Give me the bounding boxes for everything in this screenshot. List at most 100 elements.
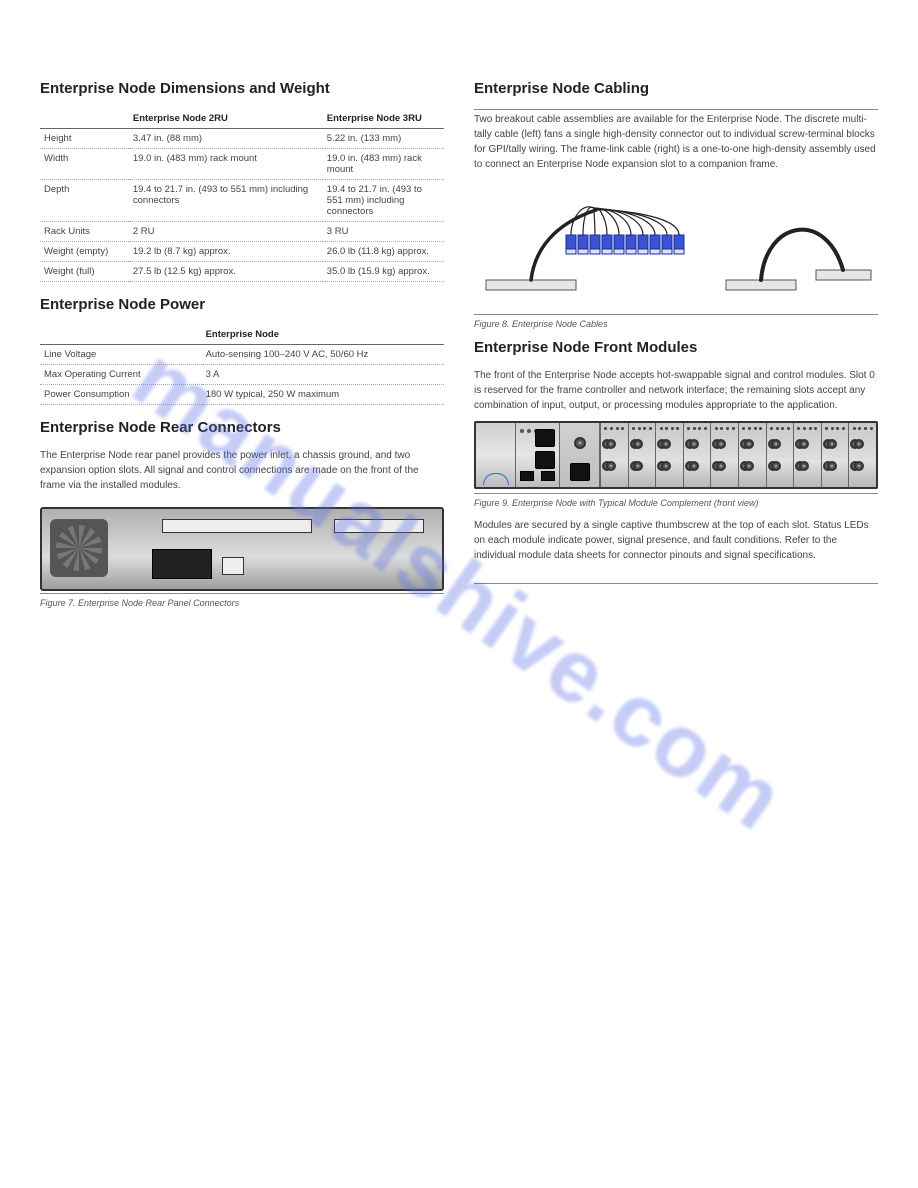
- cell: 19.2 lb (8.7 kg) approx.: [129, 242, 323, 262]
- ethernet-port-icon: [535, 429, 555, 447]
- serial-port-icon: [520, 471, 534, 481]
- col-node: Enterprise Node: [202, 325, 444, 345]
- power-table: Enterprise Node Line VoltageAuto-sensing…: [40, 325, 444, 405]
- table-row: Power Consumption180 W typical, 250 W ma…: [40, 385, 444, 405]
- module-leds-icon: [769, 427, 792, 430]
- table-row: Depth19.4 to 21.7 in. (493 to 551 mm) in…: [40, 180, 444, 222]
- bnc-icon: [744, 461, 754, 471]
- front-modules-title: Enterprise Node Front Modules: [474, 339, 878, 356]
- module-leds-icon: [741, 427, 764, 430]
- table-head-row: Enterprise Node 2RU Enterprise Node 3RU: [40, 109, 444, 129]
- bnc-icon: [854, 439, 864, 449]
- figure-rule: [474, 493, 878, 494]
- io-module: [793, 423, 821, 487]
- module-leds-icon: [658, 427, 681, 430]
- io-module: [600, 423, 628, 487]
- cell: 19.0 in. (483 mm) rack mount: [323, 149, 444, 180]
- io-module: [766, 423, 794, 487]
- io-module: [710, 423, 738, 487]
- figure-rule: [40, 593, 444, 594]
- io-module: [683, 423, 711, 487]
- cell: 19.0 in. (483 mm) rack mount: [129, 149, 323, 180]
- module-leds-icon: [824, 427, 847, 430]
- bnc-icon: [689, 461, 699, 471]
- cell: 26.0 lb (11.8 kg) approx.: [323, 242, 444, 262]
- bnc-icon: [716, 461, 726, 471]
- col-blank: [40, 109, 129, 129]
- cell: Max Operating Current: [40, 365, 202, 385]
- left-column: Enterprise Node Dimensions and Weight En…: [40, 80, 444, 618]
- bnc-icon: [744, 439, 754, 449]
- bnc-icon: [771, 461, 781, 471]
- module-leds-icon: [851, 427, 874, 430]
- cell: Line Voltage: [40, 345, 202, 365]
- right-column: Enterprise Node Cabling Two breakout cab…: [474, 80, 878, 618]
- figure-front-panel: [474, 421, 878, 489]
- cell: 180 W typical, 250 W maximum: [202, 385, 444, 405]
- bnc-icon: [799, 439, 809, 449]
- col-3ru: Enterprise Node 3RU: [323, 109, 444, 129]
- rule: [474, 109, 878, 110]
- fig1-caption: Figure 7. Enterprise Node Rear Panel Con…: [40, 598, 444, 608]
- bnc-icon: [633, 461, 643, 471]
- bnc-icon: [574, 437, 586, 449]
- usb-port-icon: [541, 471, 555, 481]
- dimension-table: Enterprise Node 2RU Enterprise Node 3RU …: [40, 109, 444, 282]
- cell: 35.0 lb (15.9 kg) approx.: [323, 262, 444, 282]
- rear-conn-title: Enterprise Node Rear Connectors: [40, 419, 444, 436]
- col-blank: [40, 325, 202, 345]
- cell: 3 A: [202, 365, 444, 385]
- module-leds-icon: [796, 427, 819, 430]
- module-leds-icon: [603, 427, 626, 430]
- table-row: Line VoltageAuto-sensing 100–240 V AC, 5…: [40, 345, 444, 365]
- io-module: [848, 423, 876, 487]
- bnc-icon: [771, 439, 781, 449]
- bnc-icon: [827, 439, 837, 449]
- table-row: Max Operating Current3 A: [40, 365, 444, 385]
- power-title: Enterprise Node Power: [40, 296, 444, 313]
- bnc-icon: [633, 439, 643, 449]
- cell: 19.4 to 21.7 in. (493 to 551 mm) includi…: [129, 180, 323, 222]
- bnc-icon: [689, 439, 699, 449]
- cell: Height: [40, 129, 129, 149]
- module-leds-icon: [713, 427, 736, 430]
- bnc-icon: [661, 461, 671, 471]
- figure-cables: [474, 180, 878, 310]
- fig2-caption: Figure 8. Enterprise Node Cables: [474, 319, 878, 329]
- table-row: Weight (empty)19.2 lb (8.7 kg) approx.26…: [40, 242, 444, 262]
- front-modules-para: The front of the Enterprise Node accepts…: [474, 368, 878, 413]
- cell: Weight (full): [40, 262, 129, 282]
- bnc-icon: [799, 461, 809, 471]
- ethernet-port-icon: [535, 451, 555, 469]
- bnc-icon: [716, 439, 726, 449]
- cables-svg: [474, 180, 878, 310]
- io-module: [628, 423, 656, 487]
- io-module: [655, 423, 683, 487]
- module-leds-icon: [686, 427, 709, 430]
- table-row: Rack Units2 RU3 RU: [40, 222, 444, 242]
- io-module: [821, 423, 849, 487]
- rule: [474, 583, 878, 584]
- cell: 3.47 in. (88 mm): [129, 129, 323, 149]
- bnc-icon: [854, 461, 864, 471]
- table-row: Height3.47 in. (88 mm)5.22 in. (133 mm): [40, 129, 444, 149]
- expansion-slot-a: [162, 519, 312, 533]
- brand-arc-icon: [483, 473, 509, 485]
- module-leds-icon: [631, 427, 654, 430]
- cell: 3 RU: [323, 222, 444, 242]
- cabling-para: Two breakout cable assemblies are availa…: [474, 112, 878, 172]
- bnc-icon: [606, 461, 616, 471]
- cell: Power Consumption: [40, 385, 202, 405]
- page: Enterprise Node Dimensions and Weight En…: [0, 0, 918, 658]
- cell: 5.22 in. (133 mm): [323, 129, 444, 149]
- front-logo-panel: [476, 423, 516, 487]
- cell: Rack Units: [40, 222, 129, 242]
- cell: 2 RU: [129, 222, 323, 242]
- power-inlet-icon: [152, 549, 212, 579]
- bnc-icon: [606, 439, 616, 449]
- module-bay: [600, 423, 876, 487]
- front-controller-slot: [516, 423, 560, 487]
- fig3-caption: Figure 9. Enterprise Node with Typical M…: [474, 498, 878, 508]
- bnc-icon: [661, 439, 671, 449]
- ground-lug-icon: [222, 557, 244, 575]
